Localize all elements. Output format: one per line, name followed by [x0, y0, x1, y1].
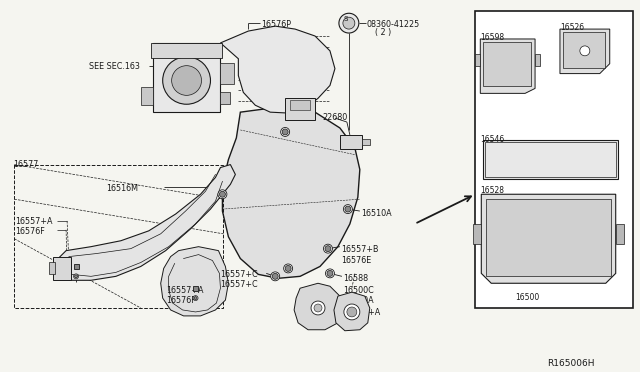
- Circle shape: [344, 304, 360, 320]
- Bar: [285, 98, 315, 120]
- Circle shape: [345, 206, 351, 212]
- Text: 16516M: 16516M: [106, 185, 138, 193]
- Bar: [53, 257, 71, 280]
- Text: SEE SEC.163: SEE SEC.163: [89, 62, 140, 71]
- Circle shape: [163, 57, 211, 104]
- Circle shape: [339, 13, 359, 33]
- Polygon shape: [161, 247, 228, 316]
- Bar: [474, 224, 481, 244]
- Circle shape: [326, 269, 335, 278]
- Bar: [193, 286, 198, 291]
- Bar: [486, 199, 611, 276]
- Text: 16576F: 16576F: [15, 227, 45, 236]
- Bar: [563, 32, 605, 68]
- Bar: [340, 135, 362, 149]
- Polygon shape: [560, 29, 610, 74]
- Circle shape: [284, 264, 292, 273]
- Text: 16557+A: 16557+A: [15, 217, 53, 226]
- Polygon shape: [220, 92, 230, 104]
- Text: 16576F: 16576F: [166, 296, 195, 305]
- Bar: [362, 139, 370, 145]
- Circle shape: [75, 275, 77, 278]
- Text: ( 2 ): ( 2 ): [375, 28, 391, 37]
- Text: 16526: 16526: [560, 23, 584, 32]
- Polygon shape: [223, 108, 360, 278]
- Text: 16500A: 16500A: [343, 296, 374, 305]
- Text: 16588+A: 16588+A: [343, 308, 380, 317]
- Bar: [151, 43, 223, 58]
- Circle shape: [271, 272, 280, 281]
- Text: 16557+B: 16557+B: [341, 245, 378, 254]
- Text: 16576P: 16576P: [261, 20, 291, 29]
- Circle shape: [311, 301, 325, 315]
- Text: 16576E: 16576E: [341, 256, 371, 264]
- Text: 16528: 16528: [480, 186, 504, 195]
- Circle shape: [347, 307, 357, 317]
- Polygon shape: [480, 39, 535, 93]
- Bar: [153, 43, 220, 112]
- Circle shape: [285, 266, 291, 272]
- Bar: [74, 264, 79, 269]
- Polygon shape: [481, 194, 616, 283]
- Bar: [476, 11, 632, 308]
- Circle shape: [220, 191, 225, 197]
- Bar: [141, 87, 153, 105]
- Bar: [49, 263, 55, 275]
- Polygon shape: [220, 26, 335, 113]
- Text: 16500: 16500: [515, 293, 540, 302]
- Bar: [483, 42, 531, 86]
- Text: 22680: 22680: [322, 113, 348, 122]
- Circle shape: [344, 205, 353, 214]
- Circle shape: [282, 129, 288, 135]
- Polygon shape: [56, 164, 236, 280]
- Circle shape: [281, 128, 290, 137]
- Circle shape: [580, 46, 590, 56]
- Bar: [483, 140, 618, 179]
- Circle shape: [74, 274, 79, 279]
- Circle shape: [343, 17, 355, 29]
- Circle shape: [314, 304, 322, 312]
- Polygon shape: [334, 292, 370, 331]
- Text: 16577: 16577: [13, 160, 38, 169]
- Circle shape: [327, 270, 333, 276]
- Circle shape: [325, 246, 331, 251]
- Circle shape: [272, 273, 278, 279]
- Text: 16546: 16546: [480, 135, 504, 144]
- Circle shape: [218, 190, 227, 199]
- Text: 16588: 16588: [343, 275, 368, 283]
- Circle shape: [172, 66, 202, 95]
- Bar: [535, 54, 540, 66]
- Text: S: S: [344, 16, 348, 22]
- Polygon shape: [294, 283, 342, 330]
- Text: 16557+C: 16557+C: [220, 270, 258, 279]
- Bar: [220, 63, 234, 84]
- Circle shape: [323, 244, 332, 253]
- Text: 16510A: 16510A: [361, 209, 392, 218]
- Circle shape: [194, 296, 197, 299]
- Text: 16598: 16598: [480, 33, 504, 42]
- Bar: [476, 54, 480, 66]
- Text: 16500C: 16500C: [343, 286, 374, 295]
- Text: 16557+A: 16557+A: [166, 286, 203, 295]
- Bar: [14, 164, 223, 308]
- Text: 08360-41225: 08360-41225: [367, 20, 420, 29]
- Bar: [485, 142, 616, 177]
- Text: 16557+C: 16557+C: [220, 280, 258, 289]
- Bar: [290, 100, 310, 110]
- Bar: [616, 224, 623, 244]
- Text: R165006H: R165006H: [547, 359, 595, 368]
- Circle shape: [193, 296, 198, 301]
